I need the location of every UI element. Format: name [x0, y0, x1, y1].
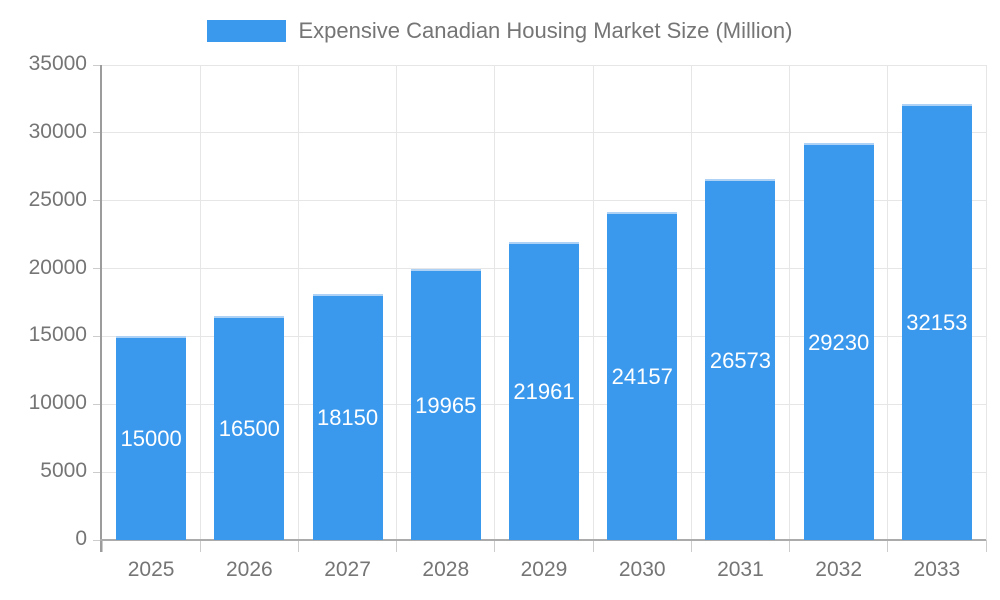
v-gridline	[494, 65, 496, 540]
bar-value-label: 24157	[611, 364, 673, 390]
y-tick-label: 15000	[28, 323, 87, 347]
v-gridline	[789, 65, 791, 540]
y-tick-label: 10000	[28, 391, 87, 415]
bar-value-label: 19965	[415, 392, 477, 418]
v-gridline	[690, 65, 692, 540]
y-tick-label: 0	[75, 527, 87, 550]
x-tick	[985, 540, 987, 552]
bar-value-label: 26573	[709, 347, 772, 373]
v-gridline	[985, 65, 987, 540]
x-tick	[887, 540, 889, 552]
bar: 32153	[901, 103, 972, 540]
legend[interactable]: Expensive Canadian Housing Market Size (…	[0, 18, 1000, 44]
x-tick	[789, 540, 791, 552]
bar-value-label: 29230	[808, 329, 870, 355]
y-tick	[93, 132, 102, 134]
y-tick-label: 35000	[28, 52, 87, 75]
y-tick-label: 30000	[28, 119, 87, 143]
x-tick-label: 2031	[717, 558, 764, 581]
bar: 15000	[116, 336, 187, 540]
x-tick	[396, 540, 398, 552]
bar-value-label: 32153	[906, 309, 968, 335]
y-tick	[93, 64, 102, 66]
bar: 19965	[410, 269, 481, 540]
y-tick-label: 5000	[40, 459, 87, 483]
x-tick-label: 2032	[815, 558, 863, 581]
v-gridline	[592, 65, 594, 540]
y-tick	[93, 268, 102, 270]
legend-label: Expensive Canadian Housing Market Size (…	[298, 18, 793, 43]
y-tick-label: 20000	[28, 255, 87, 279]
x-tick	[297, 540, 299, 552]
bar-value-label: 18150	[316, 404, 379, 430]
y-axis-line	[100, 65, 102, 552]
x-tick-label: 2027	[324, 558, 371, 581]
bar: 26573	[705, 179, 776, 540]
y-tick	[93, 335, 102, 337]
bar: 16500	[214, 316, 285, 540]
y-tick-label: 25000	[28, 187, 87, 211]
bar-value-label: 16500	[218, 416, 280, 442]
h-gridline	[102, 200, 986, 202]
x-tick-label: 2025	[127, 558, 175, 581]
x-tick	[101, 540, 103, 552]
h-gridline	[102, 64, 986, 66]
x-tick-label: 2030	[618, 558, 666, 581]
x-tick-label: 2028	[422, 558, 470, 581]
y-tick	[93, 403, 102, 405]
x-tick	[592, 540, 594, 552]
v-gridline	[887, 65, 889, 540]
x-tick-label: 2026	[225, 558, 273, 581]
bar: 21961	[509, 241, 579, 540]
x-tick-label: 2033	[913, 558, 961, 581]
x-tick-label: 2029	[520, 558, 568, 581]
legend-swatch	[207, 20, 287, 42]
x-tick	[199, 540, 201, 552]
bar: 29230	[803, 143, 874, 540]
x-axis-line	[100, 539, 986, 541]
bar: 24157	[607, 212, 678, 540]
bar-value-label: 15000	[120, 426, 182, 452]
h-gridline	[102, 132, 986, 134]
bar: 18150	[312, 293, 383, 540]
y-tick	[93, 539, 102, 541]
y-tick	[93, 471, 102, 473]
v-gridline	[199, 65, 201, 540]
bar-value-label: 21961	[513, 378, 575, 404]
v-gridline	[396, 65, 398, 540]
y-tick	[93, 200, 102, 202]
x-tick	[494, 540, 496, 552]
x-tick	[690, 540, 692, 552]
v-gridline	[297, 65, 299, 540]
